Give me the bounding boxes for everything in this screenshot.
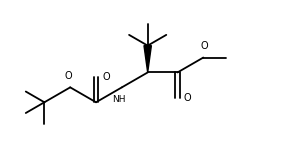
Text: O: O: [102, 72, 110, 82]
Text: O: O: [184, 93, 191, 103]
Text: O: O: [65, 71, 73, 81]
Text: O: O: [201, 41, 208, 51]
Polygon shape: [144, 46, 151, 73]
Text: NH: NH: [112, 95, 126, 104]
